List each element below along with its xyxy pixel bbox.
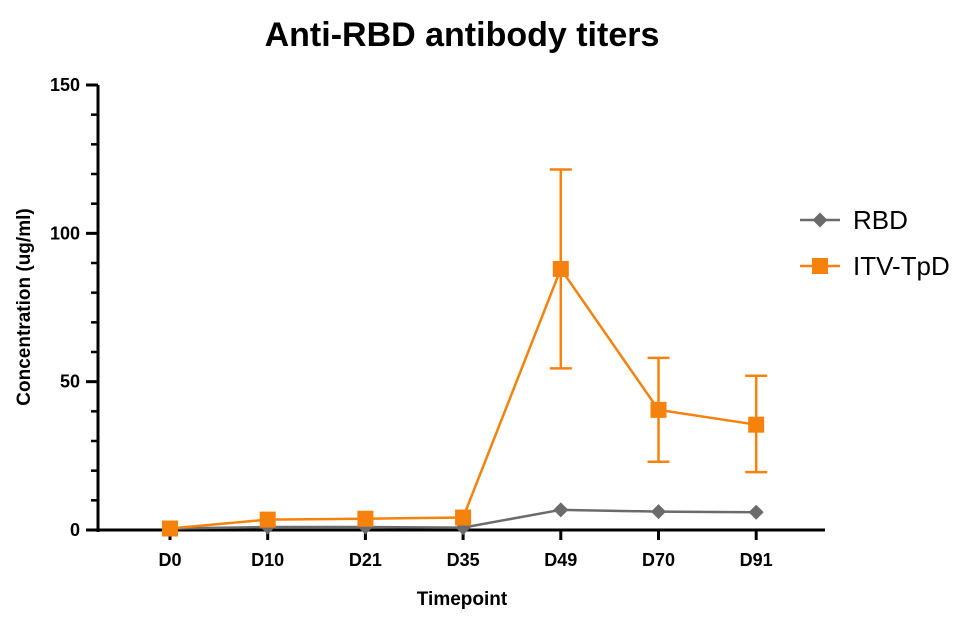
legend-label: ITV-TpD — [853, 251, 950, 281]
data-point-square — [812, 258, 828, 274]
data-point-diamond — [748, 504, 764, 520]
data-point-square — [455, 509, 472, 526]
legend-item: RBD — [800, 205, 908, 235]
x-tick-label: D10 — [251, 550, 284, 570]
series-layer — [162, 168, 768, 537]
series-line — [169, 266, 757, 530]
data-point-diamond — [651, 504, 666, 520]
y-axis-label: Concentration (ug/ml) — [14, 208, 35, 405]
data-point-square — [162, 520, 178, 537]
axes: 0 50 100 150 D0 D10 D21 D35 D49 D70 D91 — [50, 75, 825, 570]
data-point-square — [650, 401, 667, 418]
data-point-diamond — [553, 502, 569, 518]
data-point-square — [748, 416, 765, 433]
x-tick-label: D35 — [447, 550, 480, 570]
legend: RBD ITV-TpD — [800, 205, 950, 281]
data-point-square — [552, 260, 569, 277]
y-tick-label: 0 — [70, 520, 80, 540]
series-itv-tpd — [162, 168, 768, 537]
x-tick-label: D21 — [349, 550, 382, 570]
x-tick-label: D0 — [158, 550, 181, 570]
data-point-square — [259, 511, 276, 528]
x-axis-label: Timepoint — [417, 589, 508, 610]
data-point-diamond — [812, 212, 828, 228]
x-tick-label: D91 — [740, 550, 773, 570]
legend-item: ITV-TpD — [800, 251, 950, 281]
y-tick-label: 150 — [50, 75, 80, 95]
y-tick-label: 100 — [50, 223, 80, 243]
x-tick-label: D70 — [642, 550, 675, 570]
legend-label: RBD — [853, 205, 908, 235]
y-tick-label: 50 — [60, 372, 80, 392]
x-tick-label: D49 — [544, 550, 577, 570]
data-point-square — [357, 510, 374, 527]
chart-title: Anti-RBD antibody titers — [265, 16, 660, 54]
